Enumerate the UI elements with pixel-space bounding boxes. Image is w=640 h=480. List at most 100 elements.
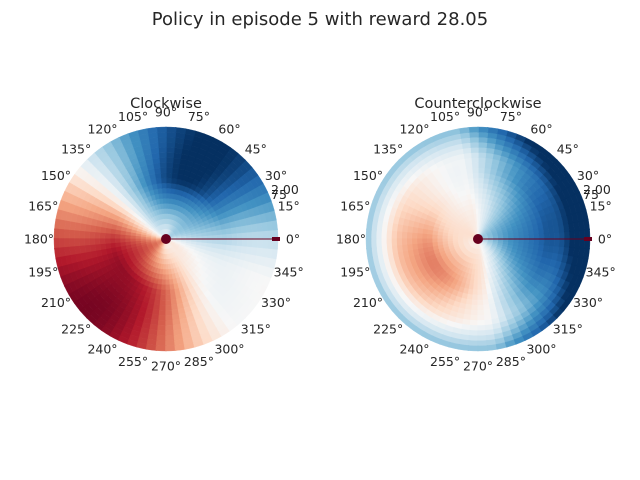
theta-tick-label: 150° — [353, 168, 383, 183]
theta-tick-label: 15° — [278, 199, 300, 214]
heatmap-cell — [471, 299, 479, 306]
heatmap-cell — [161, 284, 167, 291]
heatmap-cell — [467, 345, 479, 352]
agent-marker — [473, 234, 483, 244]
theta-tick-label: 345° — [586, 264, 616, 279]
heatmap-cell — [477, 126, 489, 133]
theta-tick-label: 225° — [373, 321, 403, 336]
heatmap-cell — [231, 238, 238, 246]
theta-tick-label: 300° — [214, 342, 244, 357]
theta-tick-label: 270° — [463, 359, 493, 374]
heatmap-cell — [160, 289, 167, 296]
heatmap-cell — [156, 330, 167, 336]
theta-tick-label: 180° — [24, 232, 54, 247]
heatmap-cell — [94, 232, 101, 240]
heatmap-cell — [477, 131, 489, 138]
heatmap-cell — [477, 157, 486, 164]
heatmap-cell — [251, 238, 258, 248]
heatmap-cell — [426, 234, 433, 240]
heatmap-cell — [159, 304, 167, 311]
heatmap-cell — [165, 126, 177, 133]
heatmap-cell — [401, 231, 408, 240]
heatmap-cell — [471, 304, 479, 311]
theta-tick-label: 180° — [336, 232, 366, 247]
heatmap-cell — [533, 238, 540, 245]
heatmap-cell — [381, 229, 387, 240]
heatmap-cell — [472, 289, 479, 296]
heatmap-cell — [574, 238, 581, 249]
radial-tick-label: 2.00 — [583, 182, 611, 197]
heatmap-cell — [89, 231, 96, 240]
heatmap-cell — [236, 238, 243, 247]
heatmap-cell — [477, 136, 488, 143]
heatmap-cell — [473, 284, 479, 291]
heatmap-cell — [69, 229, 75, 240]
polar-plot-counterclockwise: 0° 15° 30° 45° 60° 75° 90° 105°120° 135° 150° 165°… — [336, 96, 616, 374]
heatmap-cell — [477, 162, 486, 169]
heatmap-cell — [114, 234, 121, 240]
heatmap-cell — [469, 319, 479, 326]
heatmap-cell — [109, 233, 116, 240]
heatmap-cell — [155, 340, 167, 347]
heatmap-cell — [396, 231, 403, 240]
heatmap-cell — [104, 233, 111, 240]
radial-tick-label: 75 — [583, 187, 599, 202]
theta-tick-label: 45° — [557, 142, 579, 157]
heatmap-cell — [411, 232, 418, 240]
theta-tick-label: 0° — [286, 232, 300, 247]
heatmap-cell — [469, 324, 479, 331]
heatmap-cell — [468, 330, 479, 336]
heatmap-cell — [528, 238, 535, 245]
heatmap-cell — [477, 152, 487, 159]
heatmap-cell — [470, 314, 479, 321]
heatmap-cell — [543, 238, 550, 246]
heatmap-cells — [53, 126, 279, 352]
heatmap-cell — [165, 157, 174, 164]
heatmap-cell — [165, 142, 176, 148]
theta-tick-label: 240° — [87, 342, 117, 357]
heatmap-cell — [416, 233, 423, 240]
heatmap-cell — [58, 228, 65, 240]
theta-tick-label: 195° — [340, 264, 370, 279]
heatmap-cell — [477, 147, 487, 154]
heatmap-cell — [221, 238, 228, 245]
heatmap-cell — [468, 335, 479, 342]
radial-tick-label: 75 — [271, 187, 287, 202]
heatmap-cell — [477, 182, 484, 189]
theta-tick-label: 315° — [241, 321, 271, 336]
heatmap-cell — [165, 182, 172, 189]
heatmap-cell — [421, 233, 428, 240]
theta-tick-label: 210° — [41, 295, 71, 310]
agent-marker — [161, 234, 171, 244]
theta-tick-label: 255° — [430, 354, 460, 369]
heatmap-cell — [477, 167, 485, 174]
theta-tick-label: 105° — [118, 109, 148, 124]
subplot-title: Clockwise — [130, 96, 202, 112]
heatmap-cell — [156, 335, 167, 342]
polar-plot-clockwise: 0° 15° 30° 45° 60° 75° 90° 105°120° 135° 150° 165°… — [24, 96, 304, 374]
heatmap-cell — [262, 238, 269, 249]
theta-tick-label: 195° — [28, 264, 58, 279]
theta-tick-label: 75° — [500, 109, 522, 124]
heatmap-cell — [226, 238, 233, 246]
theta-tick-label: 240° — [399, 342, 429, 357]
heatmap-cell — [538, 238, 545, 246]
heatmap-cell — [467, 340, 479, 347]
theta-tick-label: 75° — [188, 109, 210, 124]
theta-tick-label: 345° — [274, 264, 304, 279]
heatmap-cell — [548, 238, 555, 247]
heatmap-cell — [477, 172, 485, 179]
theta-tick-label: 60° — [218, 122, 240, 137]
theta-tick-label: 300° — [526, 342, 556, 357]
heatmap-cell — [241, 238, 248, 247]
heatmap-cell — [99, 232, 106, 240]
theta-tick-label: 105° — [430, 109, 460, 124]
heatmap-cell — [391, 230, 398, 240]
heatmap-cell — [370, 228, 377, 240]
heatmap-cell — [165, 187, 171, 194]
heatmap-cell — [165, 177, 172, 184]
heatmap-cell — [246, 238, 253, 248]
theta-tick-label: 150° — [41, 168, 71, 183]
theta-tick-label: 135° — [373, 142, 403, 157]
